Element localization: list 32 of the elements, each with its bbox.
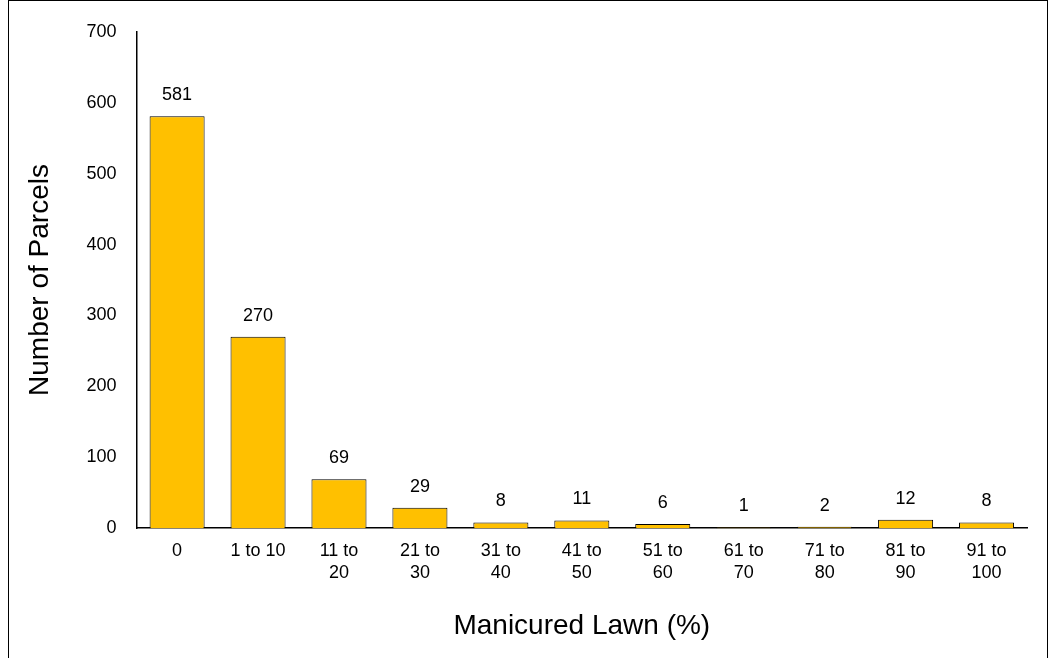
x-tick-label: 21 to 30 xyxy=(399,539,440,582)
x-tick-label: 11 to 20 xyxy=(319,539,359,582)
data-label: 11 xyxy=(572,488,592,509)
y-tick-label: 600 xyxy=(86,91,117,112)
y-tick-label: 200 xyxy=(86,375,117,396)
data-label: 1 xyxy=(738,495,749,516)
y-tick-label: 500 xyxy=(86,162,117,183)
x-tick-label: 41 to 50 xyxy=(561,539,602,582)
x-tick-label: 1 to 10 xyxy=(230,539,286,560)
y-axis-title: Number of Parcels xyxy=(22,164,54,396)
x-tick-label: 81 to 90 xyxy=(885,539,926,582)
x-tick-label: 51 to 60 xyxy=(642,539,683,582)
y-tick-label: 0 xyxy=(106,517,117,538)
data-label: 581 xyxy=(162,84,193,105)
data-label: 6 xyxy=(657,491,668,512)
y-tick-label: 700 xyxy=(86,20,117,41)
x-tick-label: 71 to 80 xyxy=(804,539,845,582)
y-tick-label: 400 xyxy=(86,233,117,254)
x-tick-label: 91 to 100 xyxy=(966,539,1007,582)
x-tick-label: 61 to 70 xyxy=(723,539,764,582)
data-label: 12 xyxy=(895,487,916,508)
y-tick-label: 100 xyxy=(86,446,117,467)
data-label: 8 xyxy=(981,490,992,511)
x-axis-title: Manicured Lawn (%) xyxy=(453,608,711,640)
x-tick-label: 0 xyxy=(172,539,183,560)
x-tick-label: 31 to 40 xyxy=(480,539,521,582)
data-label: 69 xyxy=(328,447,349,468)
y-tick-label: 300 xyxy=(86,304,117,325)
data-label: 8 xyxy=(495,490,506,511)
data-label: 270 xyxy=(243,304,274,325)
data-label: 29 xyxy=(409,475,430,496)
data-label: 2 xyxy=(819,494,830,515)
